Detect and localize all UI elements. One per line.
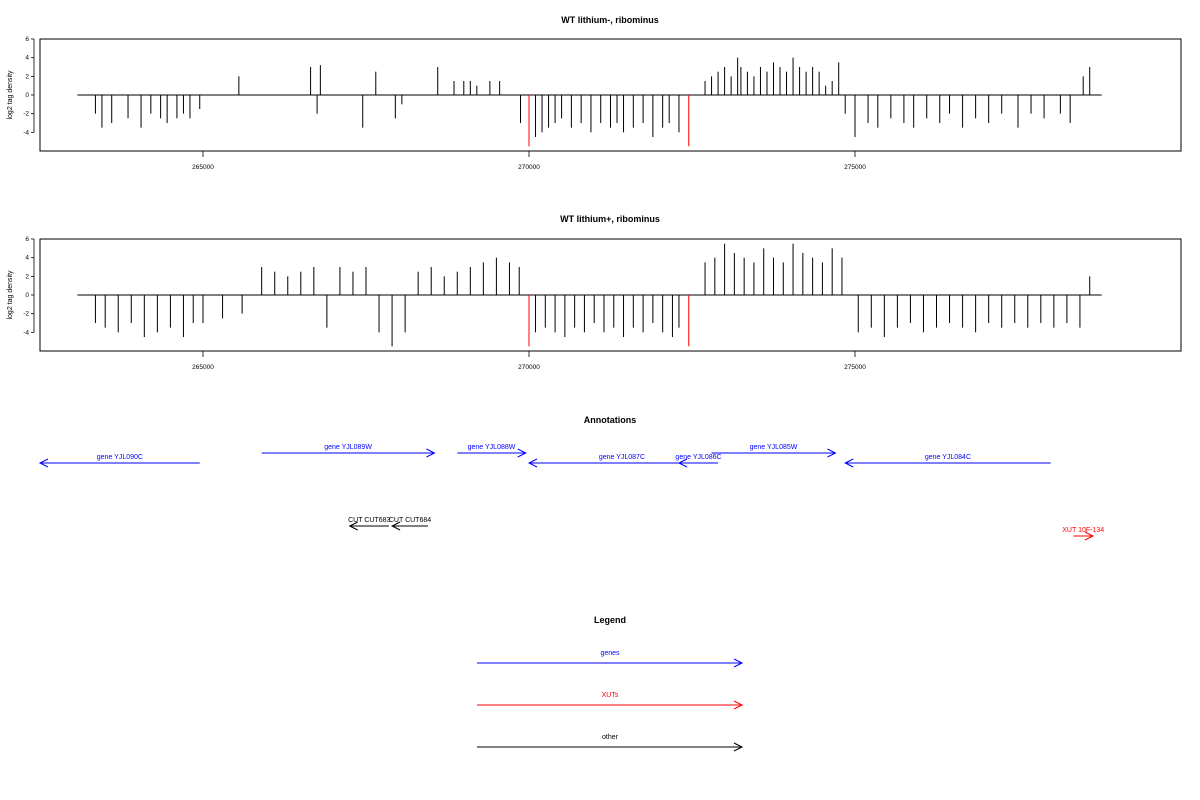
legend-label: other [602, 734, 619, 741]
x-tick-label: 265000 [192, 364, 214, 371]
feature-gene: gene YJL088W [457, 444, 527, 458]
panel-wt-lithium-plus: WT lithium+, ribominus log2 tag density … [7, 214, 1182, 371]
panel-title: WT lithium+, ribominus [560, 214, 660, 224]
feature-label: CUT CUT684 [389, 517, 431, 524]
y-tick-label: -2 [23, 311, 29, 318]
y-axis-label: log2 tag density [7, 270, 14, 320]
y-axis: -4 -2 0 2 4 6 [23, 236, 35, 336]
bars-layer [77, 243, 1102, 347]
feature-gene: gene YJL085W [711, 444, 837, 458]
x-axis: 265000 270000 275000 [192, 351, 866, 371]
feature-label: gene YJL089W [324, 444, 372, 451]
feature-label: XUT 10F-134 [1062, 527, 1104, 534]
legend-items: genes XUTs other [477, 650, 744, 752]
legend-label: XUTs [602, 692, 619, 699]
y-tick-label: 2 [25, 73, 29, 80]
feature-other: CUT CUT683 [348, 517, 390, 531]
feature-label: gene YJL088W [468, 444, 516, 451]
legend-item: XUTs [477, 692, 744, 710]
feature-label: gene YJL086C [675, 454, 721, 461]
feature-label: gene YJL087C [599, 454, 645, 461]
feature-label: gene YJL090C [97, 454, 143, 461]
feature-gene: gene YJL089W [261, 444, 436, 458]
bars-layer [77, 57, 1102, 147]
y-tick-label: 4 [25, 55, 29, 62]
feature-label: CUT CUT683 [348, 517, 390, 524]
plot-frame [39, 38, 1182, 152]
annotations-title: Annotations [584, 415, 637, 425]
x-tick-label: 270000 [518, 164, 540, 171]
plot-frame [39, 238, 1182, 352]
y-tick-label: 0 [25, 92, 29, 99]
x-tick-label: 275000 [844, 164, 866, 171]
y-tick-label: -4 [23, 129, 29, 136]
y-axis-label: log2 tag density [7, 70, 14, 120]
feature-label: gene YJL084C [925, 454, 971, 461]
features-layer: gene YJL090C gene YJL089W gene YJL088W gene… [38, 444, 1104, 541]
x-tick-label: 270000 [518, 364, 540, 371]
panel-title: WT lithium-, ribominus [561, 15, 659, 25]
y-tick-label: 2 [25, 273, 29, 280]
y-tick-label: 6 [25, 236, 29, 243]
feature-other: CUT CUT684 [389, 517, 431, 531]
x-axis: 265000 270000 275000 [192, 151, 866, 171]
legend-label: genes [600, 650, 620, 657]
legend-item: genes [477, 650, 744, 668]
y-tick-label: 0 [25, 292, 29, 299]
y-tick-label: 6 [25, 36, 29, 43]
legend: Legend genes XUTs other [477, 615, 744, 752]
panel-wt-lithium-minus: WT lithium-, ribominus log2 tag density … [7, 15, 1182, 171]
feature-gene: gene YJL084C [844, 454, 1051, 468]
feature-gene: gene YJL086C [675, 454, 722, 468]
x-tick-label: 275000 [844, 364, 866, 371]
y-tick-label: 4 [25, 255, 29, 262]
feature-gene: gene YJL090C [38, 454, 200, 468]
y-tick-label: -2 [23, 111, 29, 118]
legend-item: other [477, 734, 744, 752]
legend-title: Legend [594, 615, 626, 625]
y-tick-label: -4 [23, 329, 29, 336]
feature-label: gene YJL085W [750, 444, 798, 451]
x-tick-label: 265000 [192, 164, 214, 171]
feature-xut: XUT 10F-134 [1062, 527, 1104, 541]
y-axis: -4 -2 0 2 4 6 [23, 36, 35, 136]
